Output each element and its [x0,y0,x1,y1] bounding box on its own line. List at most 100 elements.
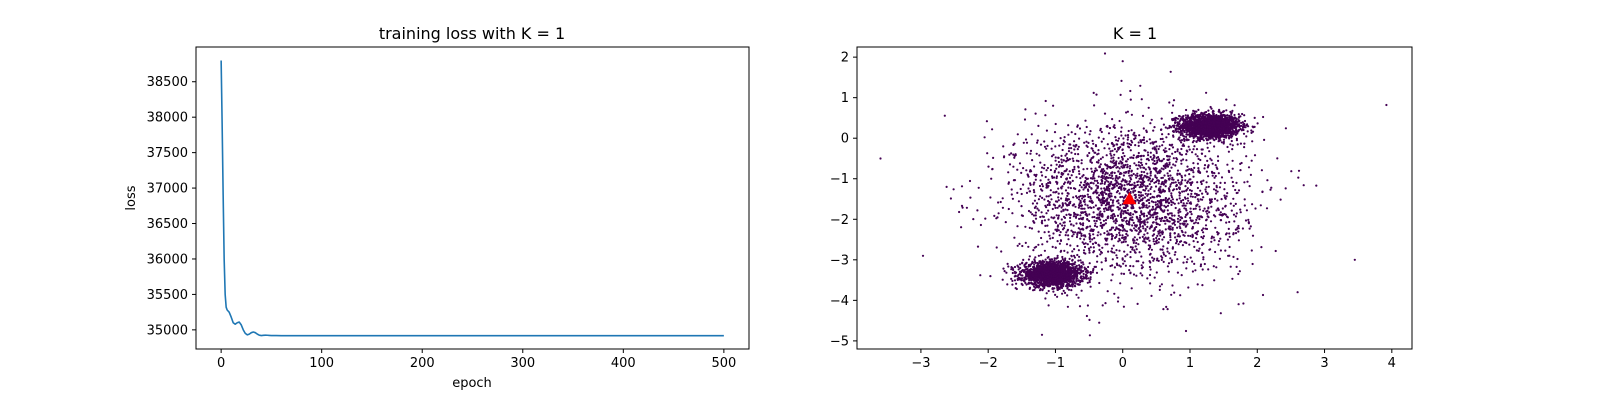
scatter-point [1052,269,1055,272]
scatter-point [1062,289,1065,292]
scatter-point [1049,271,1052,274]
scatter-point [1037,286,1040,289]
scatter-point [1158,223,1161,226]
scatter-point [1169,236,1172,239]
scatter-point [1119,282,1122,285]
scatter-point [1052,290,1055,293]
scatter-point [992,156,995,159]
scatter-point [1033,199,1036,202]
scatter-point [1172,99,1176,102]
scatter-point [1183,135,1186,138]
scatter-point [1066,209,1069,212]
scatter-point [1216,135,1219,138]
scatter-point [1095,219,1098,223]
scatter-point [1197,130,1200,133]
scatter-point [952,188,955,191]
scatter-point [1037,124,1040,127]
scatter-point [1055,284,1058,287]
scatter-point [1172,130,1175,133]
scatter-point [1190,132,1193,135]
scatter-point [1119,145,1122,149]
scatter-point [1042,281,1046,284]
scatter-point [1094,167,1097,170]
scatter-point [1050,282,1053,285]
scatter-point [1238,124,1241,127]
scatter-point [1057,187,1060,190]
scatter-point [1217,121,1221,124]
scatter-point [1096,181,1099,185]
scatter-point [1207,175,1210,178]
scatter-point [1207,121,1210,124]
scatter-point [1217,124,1220,127]
scatter-point [1041,260,1044,264]
scatter-point [1043,163,1046,167]
scatter-point [1118,249,1121,252]
scatter-point [1063,278,1066,281]
scatter-point [1243,142,1246,145]
scatter-point [1011,279,1014,282]
loss-x-tick-label: 0 [217,356,225,371]
scatter-point [1072,233,1075,236]
scatter-point [1047,178,1050,181]
scatter-point [1197,113,1201,117]
scatter-point [1124,264,1127,267]
scatter-point [1193,166,1196,169]
scatter-point [1055,214,1058,217]
scatter-point [1084,252,1087,255]
scatter-point [1177,138,1180,141]
scatter-point [1055,266,1059,269]
scatter-point [1166,265,1169,268]
scatter-point [1118,192,1121,195]
scatter-point [1034,261,1037,264]
scatter-point [1151,205,1154,208]
scatter-point [1203,111,1206,114]
scatter-point [1075,195,1078,198]
scatter-point [1095,271,1099,274]
scatter-point [1038,260,1041,263]
scatter-point [1196,240,1199,244]
scatter-point [1066,287,1069,290]
scatter-point [1113,153,1116,156]
scatter-point [1104,243,1107,246]
scatter-point [1154,201,1157,204]
scatter-point [1226,117,1229,121]
scatter-point [1213,133,1216,136]
loss-y-axis-label: loss [124,185,139,210]
scatter-point [1189,135,1192,138]
scatter-point [1014,274,1017,277]
scatter-point [1146,221,1149,224]
scatter-point [1168,101,1171,104]
scatter-point [1144,228,1147,231]
scatter-point [1089,285,1092,288]
scatter-point [1136,183,1139,187]
scatter-point [1046,240,1049,243]
scatter-point [1083,238,1086,241]
scatter-point [1053,171,1056,174]
scatter-point [1188,173,1191,176]
scatter-point [960,185,964,188]
scatter-point [1235,123,1239,126]
scatter-point [1075,235,1079,239]
scatter-point [1120,272,1123,275]
scatter-point [960,226,963,229]
scatter-point [1149,122,1152,125]
scatter-point [1058,287,1061,290]
scatter-point [1228,232,1231,235]
scatter-point [1071,235,1074,238]
scatter-point [1199,189,1202,192]
scatter-point [1118,237,1121,240]
scatter-point [1204,125,1207,128]
scatter-point [1025,169,1028,172]
scatter-point [1111,177,1114,180]
scatter-point [1060,259,1063,263]
scatter-point [1206,125,1209,128]
scatter-point [1043,277,1046,280]
scatter-point [1080,275,1083,278]
scatter-point [1185,133,1188,136]
scatter-point [1180,147,1183,151]
scatter-point [921,254,925,257]
scatter-point [1130,287,1133,290]
scatter-point [1230,118,1233,122]
scatter-point [1077,198,1081,201]
scatter-point [1096,260,1099,263]
